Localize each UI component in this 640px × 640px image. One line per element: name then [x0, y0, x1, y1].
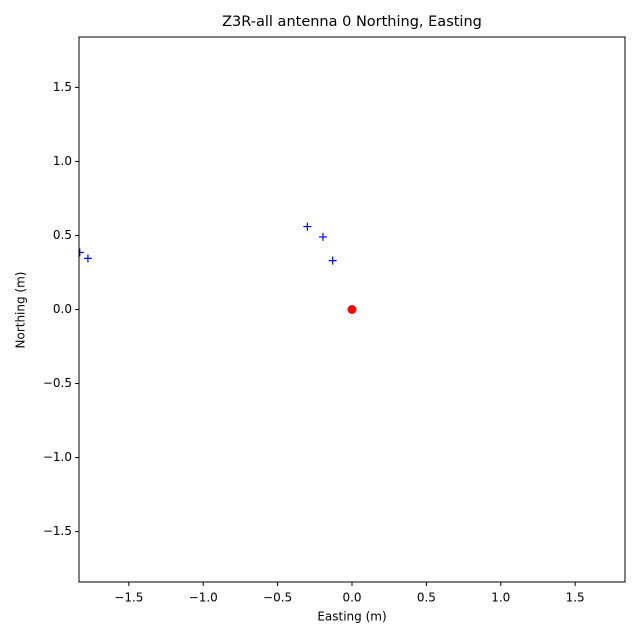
plot-area: [79, 222, 357, 314]
y-tick-label: 0.5: [53, 228, 72, 242]
point: [79, 248, 84, 257]
point: [83, 254, 92, 263]
x-tick-label: −1.0: [189, 591, 218, 605]
point: [328, 256, 337, 265]
x-tick-label: 0.5: [417, 591, 436, 605]
x-tick-label: 1.0: [491, 591, 510, 605]
point: [347, 305, 357, 314]
x-tick-label: −0.5: [263, 591, 292, 605]
y-tick-label: 1.0: [53, 154, 72, 168]
point: [303, 222, 312, 231]
y-axis-label: Northing (m): [14, 272, 28, 349]
x-tick-label: 0.0: [342, 591, 361, 605]
y-tick-label: −1.0: [43, 450, 72, 464]
y-tick-label: 0.0: [53, 302, 72, 316]
x-tick-label: 1.5: [566, 591, 585, 605]
x-axis-label: Easting (m): [317, 610, 386, 624]
y-tick-label: 1.5: [53, 80, 72, 94]
y-tick-label: −1.5: [43, 524, 72, 538]
point: [318, 232, 327, 241]
y-tick-label: −0.5: [43, 376, 72, 390]
x-tick-label: −1.5: [114, 591, 143, 605]
chart-title: Z3R-all antenna 0 Northing, Easting: [222, 14, 482, 30]
